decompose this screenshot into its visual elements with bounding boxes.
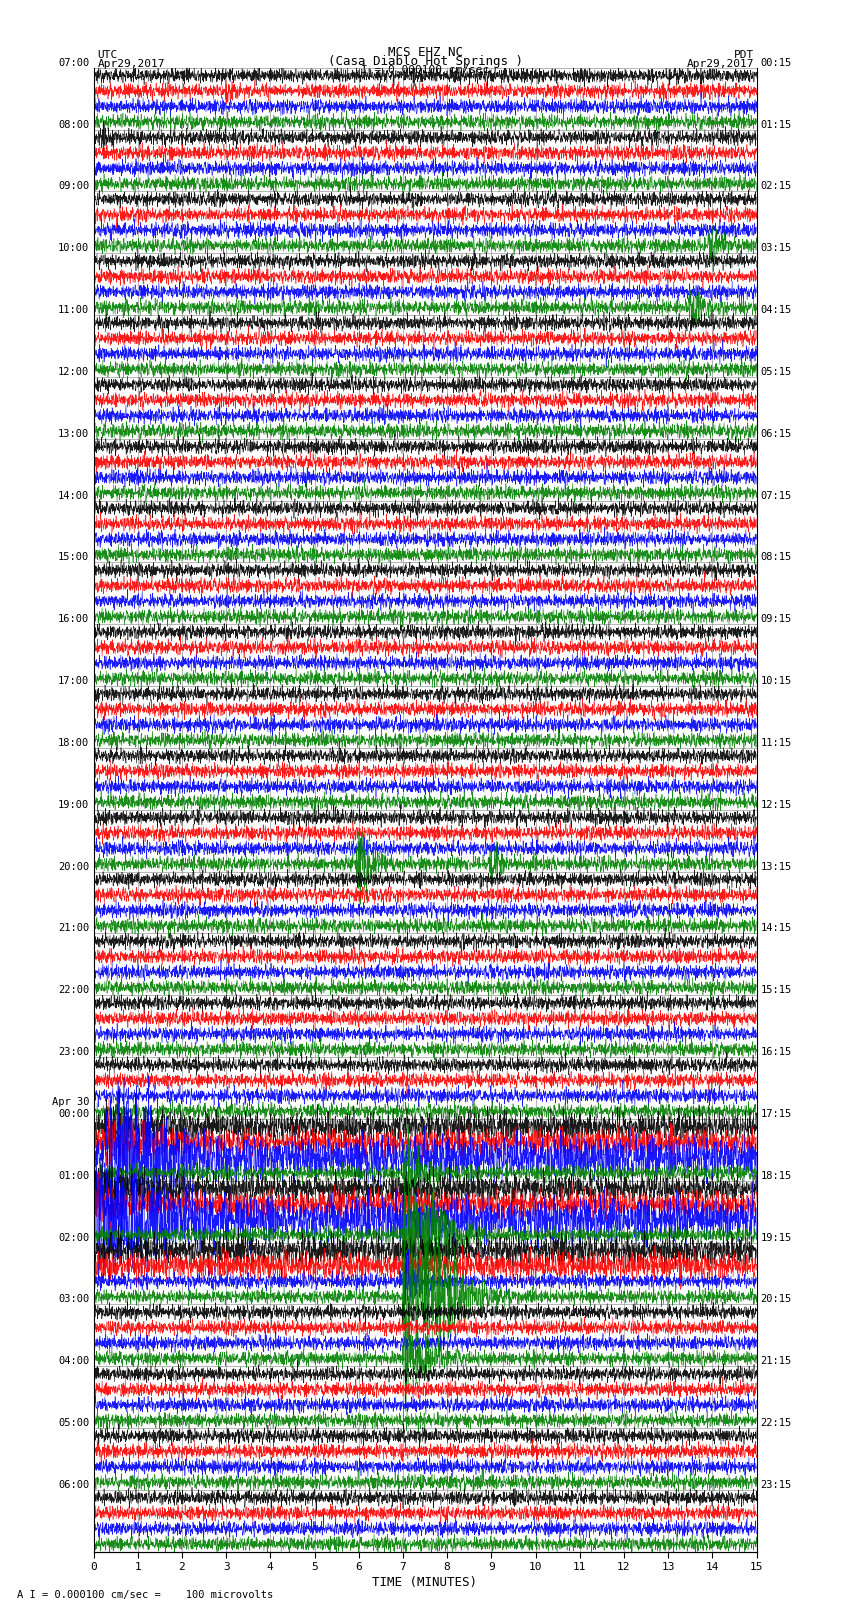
Text: I = 0.000100 cm/sec: I = 0.000100 cm/sec	[361, 65, 489, 76]
Text: PDT: PDT	[734, 50, 754, 60]
Text: A I = 0.000100 cm/sec =    100 microvolts: A I = 0.000100 cm/sec = 100 microvolts	[17, 1590, 273, 1600]
Text: (Casa Diablo Hot Springs ): (Casa Diablo Hot Springs )	[327, 55, 523, 68]
Text: Apr29,2017: Apr29,2017	[98, 60, 165, 69]
X-axis label: TIME (MINUTES): TIME (MINUTES)	[372, 1576, 478, 1589]
Text: MCS EHZ NC: MCS EHZ NC	[388, 45, 462, 58]
Text: UTC: UTC	[98, 50, 118, 60]
Text: Apr29,2017: Apr29,2017	[687, 60, 754, 69]
